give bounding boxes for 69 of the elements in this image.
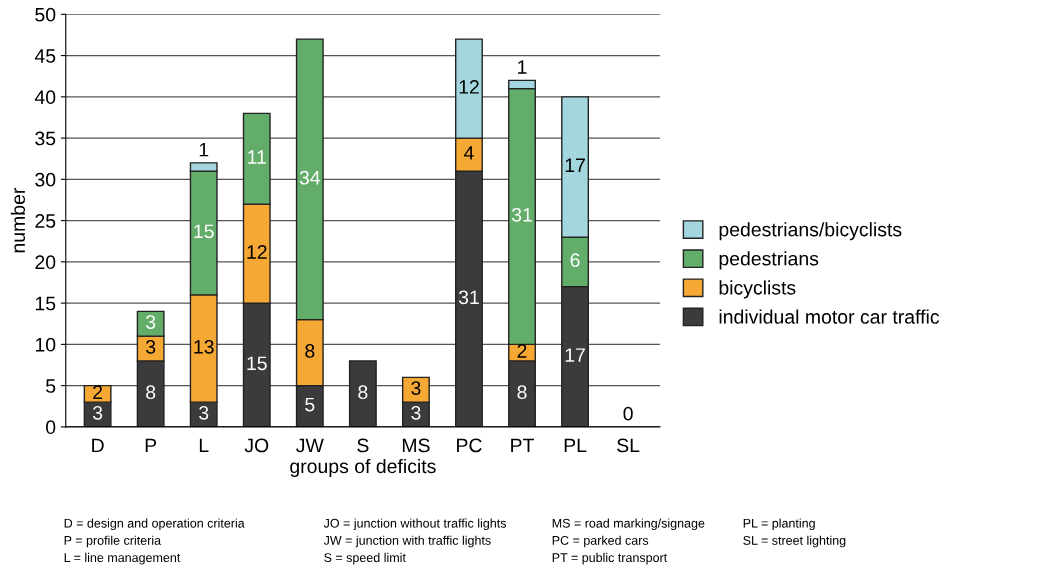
data-label: 5 xyxy=(305,397,315,412)
x-tick-label: JO xyxy=(244,438,269,453)
data-label: 0 xyxy=(623,406,633,421)
x-tick-label: MS xyxy=(402,438,430,453)
legend-label: pedestrians/bicyclists xyxy=(719,222,902,241)
text: PT = public transport xyxy=(552,552,668,565)
y-tick-label: 35 xyxy=(35,131,56,146)
y-axis-title: number xyxy=(10,187,26,253)
y-tick-label: 0 xyxy=(46,420,56,435)
y-tick-label: 45 xyxy=(34,49,56,63)
y-tick-label: 25 xyxy=(35,214,56,228)
data-label: 3 xyxy=(146,339,156,354)
bar xyxy=(348,360,377,427)
data-label: 17 xyxy=(565,158,585,172)
text: PC = parked cars xyxy=(552,535,649,548)
data-label: 13 xyxy=(194,339,214,354)
text: PL = planting xyxy=(743,518,815,531)
data-label: 3 xyxy=(411,405,421,420)
text: P = profile criteria xyxy=(64,535,162,548)
data-label: 12 xyxy=(247,245,267,259)
data-label: 8 xyxy=(305,344,315,358)
y-tick-label: 30 xyxy=(35,172,56,187)
data-label: 3 xyxy=(411,381,421,395)
text: SL = street lighting xyxy=(743,535,846,548)
data-label: 4 xyxy=(464,146,474,160)
data-label: 17 xyxy=(565,348,585,362)
x-tick-label: L xyxy=(199,438,209,453)
data-label: 15 xyxy=(247,356,267,371)
legend-label: pedestrians xyxy=(719,251,819,270)
y-tick-label: 50 xyxy=(35,7,56,22)
text: D = design and operation criteria xyxy=(64,518,245,531)
data-label: 6 xyxy=(570,253,580,268)
x-tick-label: PT xyxy=(511,438,534,453)
legend-label: bicyclists xyxy=(719,280,796,299)
data-label: 1 xyxy=(199,142,209,157)
data-label: 3 xyxy=(92,405,103,420)
text: L = line management xyxy=(64,552,181,565)
x-tick-label: S xyxy=(357,438,369,453)
y-tick-label: 20 xyxy=(35,255,56,270)
data-label: 3 xyxy=(199,405,209,420)
data-label: 2 xyxy=(93,385,103,399)
y-tick-label: 10 xyxy=(35,337,56,352)
x-tick-label: P xyxy=(145,438,157,453)
data-label: 11 xyxy=(248,150,266,164)
data-label: 1 xyxy=(518,60,527,74)
x-tick-label: PL xyxy=(564,438,587,453)
x-tick-label: SL xyxy=(617,438,640,453)
x-axis-title: groups of deficits xyxy=(290,458,436,478)
legend-label: individual motor car traffic xyxy=(719,309,940,324)
data-label: 8 xyxy=(358,385,368,400)
y-tick-label: 40 xyxy=(34,90,56,105)
x-tick-label: JW xyxy=(296,438,324,453)
data-label: 31 xyxy=(511,207,532,222)
data-label: 2 xyxy=(517,344,527,358)
x-tick-label: D xyxy=(92,438,104,453)
text: S = speed limit xyxy=(324,552,406,565)
y-tick-label: 5 xyxy=(46,379,56,393)
data-label: 8 xyxy=(517,385,527,400)
data-label: 8 xyxy=(146,385,156,400)
text: JW = junction with traffic lights xyxy=(323,535,491,548)
text: MS = road marking/signage xyxy=(552,518,705,531)
x-tick-label: PC xyxy=(457,438,482,453)
data-label: 12 xyxy=(459,80,479,94)
data-label: 34 xyxy=(299,170,321,185)
data-label: 31 xyxy=(458,290,479,305)
data-label: 3 xyxy=(146,315,156,329)
data-label: 15 xyxy=(194,224,214,239)
y-tick-label: 15 xyxy=(35,296,56,311)
text: JO = junction without traffic lights xyxy=(323,518,506,531)
